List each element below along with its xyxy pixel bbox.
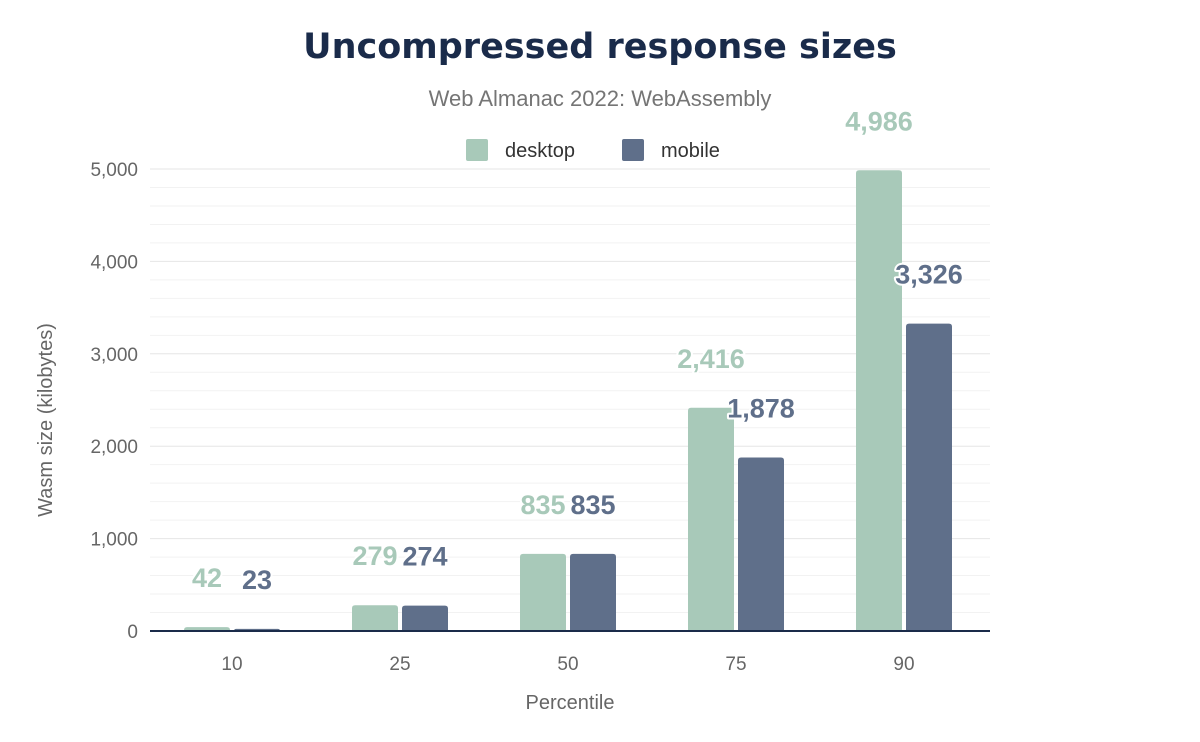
x-tick-label: 90 <box>893 654 914 675</box>
y-tick-label: 1,000 <box>90 530 138 551</box>
y-tick-label: 2,000 <box>90 437 138 458</box>
bars <box>184 170 952 632</box>
data-label-desktop-75: 2,416 <box>677 344 745 374</box>
y-axis-ticks: 0 1,000 2,000 3,000 4,000 5,000 <box>90 160 138 643</box>
data-label-mobile-10: 23 <box>242 565 272 595</box>
bar-mobile-50[interactable] <box>570 553 616 631</box>
y-tick-label: 0 <box>127 622 138 643</box>
bar-mobile-75[interactable] <box>738 457 784 631</box>
x-axis-ticks: 10 25 50 75 90 <box>221 654 914 675</box>
data-label-desktop-10: 42 <box>192 563 222 593</box>
legend-label: mobile <box>661 140 720 162</box>
chart-subtitle: Web Almanac 2022: WebAssembly <box>429 86 772 111</box>
x-tick-label: 50 <box>557 654 578 675</box>
chart-title: Uncompressed response sizes <box>303 27 897 67</box>
legend-label: desktop <box>505 140 575 162</box>
bar-desktop-75[interactable] <box>688 407 734 631</box>
bar-mobile-25[interactable] <box>402 605 448 631</box>
x-axis-title: Percentile <box>526 692 615 714</box>
data-label-mobile-90: 3,326 <box>895 260 963 290</box>
data-label-mobile-25: 274 <box>402 542 447 572</box>
bar-desktop-25[interactable] <box>352 605 398 631</box>
data-label-desktop-50: 835 <box>520 490 565 520</box>
legend-swatch <box>622 139 644 161</box>
data-label-desktop-90: 4,986 <box>845 106 913 136</box>
data-label-mobile-50: 835 <box>570 490 615 520</box>
y-tick-label: 4,000 <box>90 252 138 273</box>
data-labels: 42 23 279 274 835 835 2,416 1,878 4,986 3,326 <box>190 104 965 597</box>
data-label-mobile-75: 1,878 <box>727 393 795 423</box>
x-tick-label: 10 <box>221 654 242 675</box>
x-tick-label: 75 <box>725 654 746 675</box>
bar-desktop-50[interactable] <box>520 553 566 631</box>
bar-desktop-90[interactable] <box>856 170 902 632</box>
gridlines <box>150 168 990 614</box>
y-tick-label: 3,000 <box>90 345 138 366</box>
data-label-desktop-25: 279 <box>352 541 397 571</box>
bar-mobile-90[interactable] <box>906 323 952 631</box>
legend-swatch <box>466 139 488 161</box>
legend-item-desktop[interactable]: desktop <box>466 139 575 162</box>
legend-item-mobile[interactable]: mobile <box>622 139 720 162</box>
legend[interactable]: desktop mobile <box>466 139 720 162</box>
y-tick-label: 5,000 <box>90 160 138 181</box>
y-axis-title: Wasm size (kilobytes) <box>35 323 57 517</box>
x-tick-label: 25 <box>389 654 410 675</box>
